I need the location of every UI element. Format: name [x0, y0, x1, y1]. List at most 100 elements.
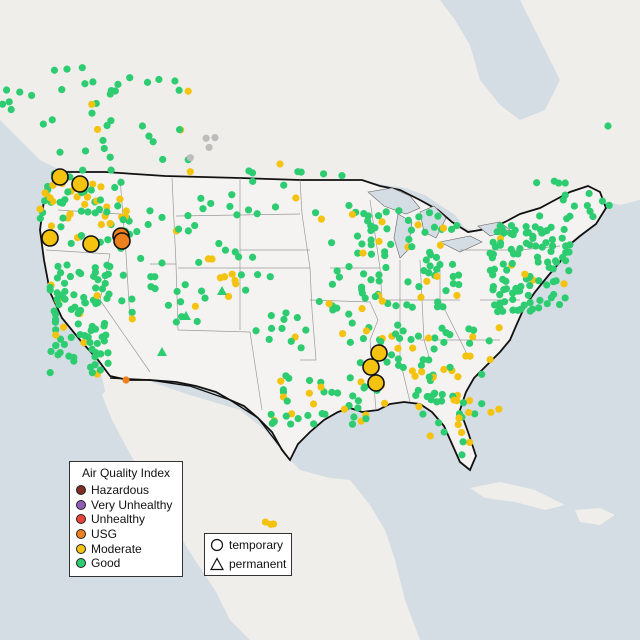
- mexico-land: [100, 370, 420, 640]
- monitor-marker: [174, 225, 183, 233]
- monitor-marker: [503, 266, 511, 274]
- monitor-marker: [536, 212, 544, 220]
- monitor-marker: [550, 290, 558, 299]
- monitor-marker: [99, 136, 107, 145]
- monitor-marker: [60, 323, 68, 331]
- monitor-marker: [193, 317, 201, 326]
- monitor-marker: [267, 324, 276, 333]
- monitor-marker: [605, 201, 613, 210]
- aqi-legend-item-usg: USG: [70, 527, 182, 542]
- cuba-land: [470, 482, 565, 510]
- monitor-marker: [495, 405, 503, 413]
- monitor-marker: [79, 166, 87, 174]
- monitor-marker: [407, 335, 415, 344]
- monitor-marker: [93, 292, 101, 300]
- monitor-marker: [249, 177, 257, 185]
- monitor-marker: [433, 265, 441, 273]
- monitor-marker: [96, 366, 105, 374]
- monitor-marker: [0, 100, 7, 108]
- monitor-marker: [104, 270, 112, 278]
- good-swatch: [76, 558, 86, 569]
- monitor-marker: [54, 262, 62, 271]
- monitor-marker: [358, 289, 366, 297]
- monitor-marker: [149, 138, 157, 146]
- monitor-marker: [319, 170, 328, 178]
- monitor-marker: [394, 344, 402, 352]
- monitor-marker: [486, 355, 494, 364]
- monitor-marker: [60, 340, 69, 349]
- triangle-icon: [210, 556, 224, 570]
- monitor-marker: [94, 276, 102, 284]
- monitor-marker: [563, 215, 571, 223]
- monitor-marker: [412, 391, 420, 400]
- monitor-marker: [414, 221, 422, 229]
- monitor-marker: [437, 397, 446, 405]
- monitor-marker: [117, 178, 125, 186]
- temporary-monitor-marker: [370, 344, 388, 362]
- monitor-marker: [328, 388, 336, 396]
- monitor-marker: [440, 365, 448, 374]
- monitor-marker: [381, 248, 389, 256]
- monitor-marker: [39, 120, 47, 128]
- monitor-marker: [455, 414, 463, 422]
- monitor-marker: [371, 292, 379, 301]
- monitor-marker: [375, 277, 383, 285]
- monitor-marker: [489, 286, 497, 294]
- very-unhealthy-swatch: [76, 499, 86, 510]
- monitor-marker: [583, 201, 591, 210]
- monitor-marker: [450, 396, 458, 404]
- monitor-marker: [382, 263, 390, 272]
- monitor-marker: [81, 80, 89, 88]
- monitor-marker: [270, 418, 278, 426]
- monitor-marker: [126, 74, 134, 82]
- monitor-marker: [509, 295, 517, 304]
- monitor-marker: [81, 298, 89, 307]
- monitor-marker: [394, 355, 402, 363]
- monitor-marker: [186, 168, 194, 176]
- monitor-marker: [345, 263, 353, 271]
- monitor-marker: [340, 405, 349, 413]
- monitor-marker: [507, 245, 515, 254]
- monitor-marker: [509, 306, 517, 314]
- monitor-marker: [399, 363, 407, 372]
- monitor-marker: [346, 374, 354, 382]
- monitor-marker: [92, 284, 100, 292]
- aqi-legend: Air Quality Index Hazardous Very Unhealt…: [69, 461, 183, 577]
- monitor-marker: [434, 212, 442, 220]
- monitor-marker: [147, 273, 155, 281]
- monitor-marker: [46, 286, 54, 294]
- monitor-marker: [280, 315, 288, 324]
- monitor-marker: [41, 189, 49, 197]
- monitor-marker: [137, 254, 145, 263]
- monitor-marker: [158, 213, 166, 222]
- monitor-marker: [87, 363, 95, 371]
- monitor-marker: [58, 86, 66, 94]
- monitor-marker: [103, 121, 111, 130]
- monitor-marker: [51, 315, 60, 324]
- monitor-marker: [119, 216, 127, 224]
- monitor-marker: [36, 214, 44, 222]
- monitor-marker: [399, 327, 407, 335]
- monitor-marker: [5, 98, 13, 106]
- monitor-marker: [565, 248, 573, 256]
- monitor-marker: [66, 272, 74, 281]
- monitor-marker: [478, 400, 486, 408]
- monitor-marker: [70, 291, 78, 299]
- monitor-marker: [282, 309, 290, 317]
- monitor-marker: [201, 294, 209, 302]
- monitor-marker: [2, 86, 11, 94]
- monitor-marker: [415, 403, 423, 411]
- monitor-marker: [345, 201, 353, 210]
- monitor-marker: [490, 301, 499, 309]
- monitor-marker: [430, 223, 439, 231]
- monitor-marker: [242, 286, 250, 294]
- monitor-marker: [50, 66, 59, 74]
- monitor-marker: [309, 400, 318, 408]
- monitor-marker: [191, 302, 200, 310]
- monitor-marker: [415, 283, 423, 291]
- mexico-border: [109, 377, 291, 461]
- monitor-marker: [533, 179, 541, 187]
- aqi-legend-item-very-unhealthy: Very Unhealthy: [70, 498, 182, 513]
- permanent-monitor-marker: [181, 311, 191, 320]
- monitor-marker: [418, 368, 426, 376]
